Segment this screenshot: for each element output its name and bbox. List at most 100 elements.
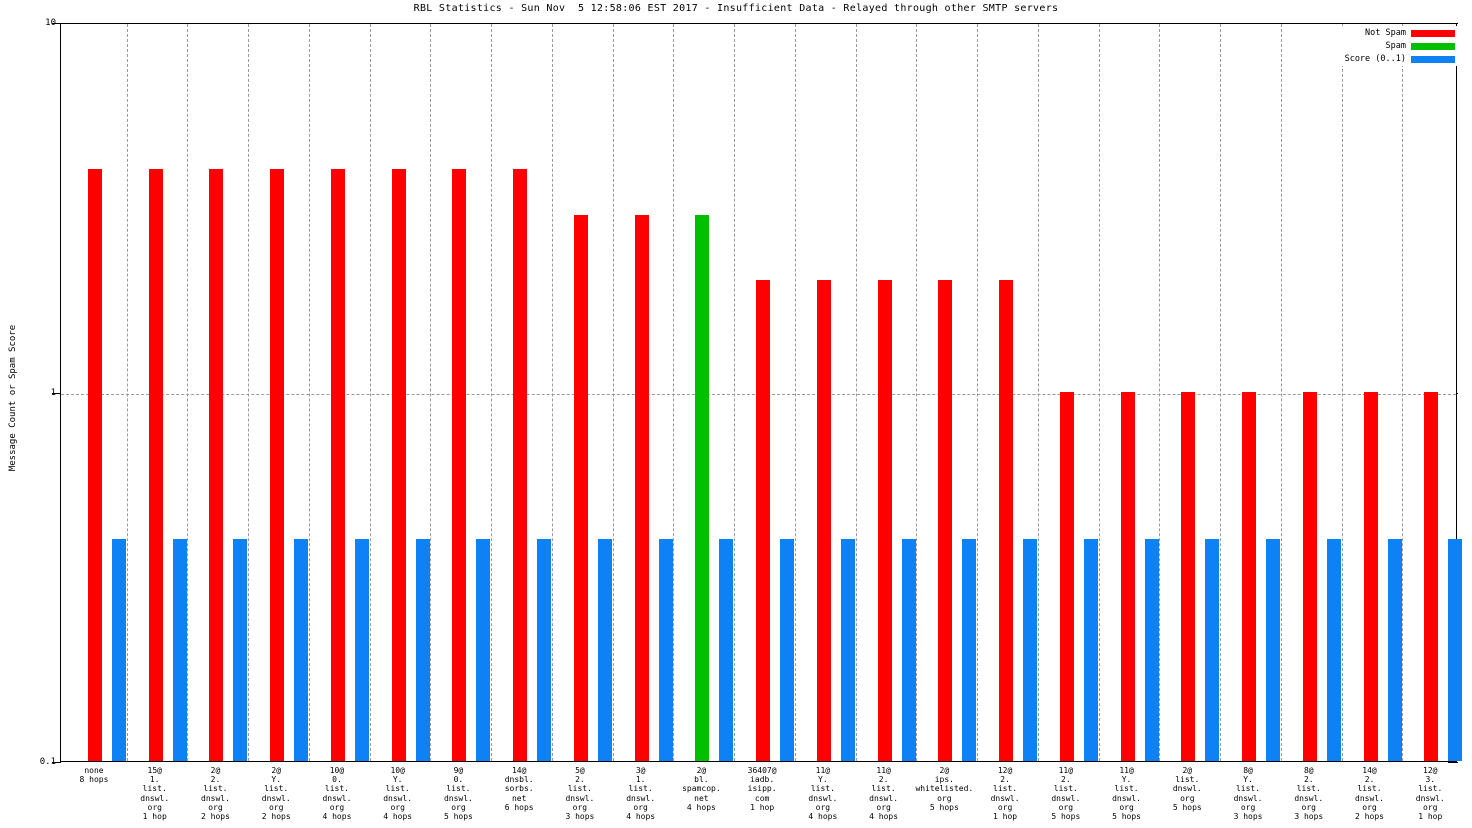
x-tick-label: 10@ 0. list. dnswl. org 4 hops bbox=[322, 766, 352, 822]
y-axis-title: Message Count or Spam Score bbox=[8, 324, 18, 472]
bar-not-spam bbox=[938, 280, 953, 761]
x-tick-label: 11@ Y. list. dnswl. org 5 hops bbox=[1112, 766, 1141, 822]
x-tick-label: none 8 hops bbox=[79, 766, 109, 785]
category-gridline bbox=[734, 24, 736, 761]
category-gridline bbox=[308, 24, 310, 761]
bar-not-spam bbox=[1120, 391, 1135, 761]
legend-item-score: Score (0..1) bbox=[1345, 54, 1455, 64]
x-tick-label: 2@ ips. whitelisted. org 5 hops bbox=[915, 766, 974, 812]
y-tick-major bbox=[52, 762, 61, 763]
legend-swatch-spam bbox=[1411, 42, 1455, 50]
x-tick-label: 11@ 2. list. dnswl. org 5 hops bbox=[1051, 766, 1081, 822]
bar-not-spam bbox=[1242, 391, 1257, 761]
bar-not-spam bbox=[877, 280, 892, 761]
x-tick-label: 14@ 2. list. dnswl. org 2 hops bbox=[1355, 766, 1384, 822]
x-tick-label: 12@ 3. list. dnswl. org 1 hop bbox=[1415, 766, 1445, 822]
bar-score bbox=[1023, 538, 1038, 761]
category-gridline bbox=[248, 24, 250, 761]
category-gridline bbox=[794, 24, 796, 761]
bar-score bbox=[1144, 538, 1159, 761]
bar-score bbox=[233, 538, 248, 761]
category-gridline bbox=[1280, 24, 1282, 761]
legend-label-not-spam: Not Spam bbox=[1365, 28, 1406, 38]
category-gridline bbox=[1098, 24, 1100, 761]
category-gridline bbox=[1402, 24, 1404, 761]
bar-spam bbox=[695, 215, 710, 761]
bar-score bbox=[597, 538, 612, 761]
y-tick-major-right bbox=[1448, 762, 1458, 763]
category-gridline bbox=[491, 24, 493, 761]
x-tick-label: 8@ Y. list. dnswl. org 3 hops bbox=[1233, 766, 1263, 822]
category-gridline bbox=[916, 24, 918, 761]
x-tick-label: 11@ 2. list. dnswl. org 4 hops bbox=[869, 766, 899, 822]
category-gridline bbox=[1220, 24, 1222, 761]
bar-score bbox=[1083, 538, 1098, 761]
bar-score bbox=[476, 538, 491, 761]
y-tick-label: 1 bbox=[50, 387, 56, 398]
category-gridline bbox=[126, 24, 128, 761]
bar-not-spam bbox=[634, 215, 649, 761]
bar-not-spam bbox=[1363, 391, 1378, 761]
category-gridline bbox=[612, 24, 614, 761]
x-tick-label: 2@ list. dnswl. org 5 hops bbox=[1172, 766, 1202, 812]
bar-score bbox=[901, 538, 916, 761]
legend-item-not-spam: Not Spam bbox=[1365, 28, 1455, 38]
x-tick-label: 5@ 2. list. dnswl. org 3 hops bbox=[565, 766, 595, 822]
bar-score bbox=[1266, 538, 1281, 761]
bar-not-spam bbox=[1059, 391, 1074, 761]
chart-title: RBL Statistics - Sun Nov 5 12:58:06 EST … bbox=[413, 3, 1059, 14]
bar-score bbox=[415, 538, 430, 761]
legend-swatch-not-spam bbox=[1411, 29, 1455, 37]
category-gridline bbox=[1159, 24, 1161, 761]
bar-not-spam bbox=[1181, 391, 1196, 761]
category-gridline bbox=[1037, 24, 1039, 761]
category-gridline bbox=[855, 24, 857, 761]
y-tick-major bbox=[52, 392, 61, 394]
category-gridline bbox=[977, 24, 979, 761]
y-tick-label: 0.1 bbox=[39, 757, 56, 767]
category-gridline bbox=[369, 24, 371, 761]
category-gridline bbox=[430, 24, 432, 761]
bar-not-spam bbox=[1424, 391, 1439, 761]
bar-score bbox=[354, 538, 369, 761]
legend-label-spam: Spam bbox=[1385, 41, 1406, 51]
legend-swatch-score bbox=[1411, 55, 1455, 63]
bar-not-spam bbox=[573, 215, 588, 761]
x-tick-label: 36407@ iadb. isipp. com 1 hop bbox=[747, 766, 777, 812]
bar-score bbox=[780, 538, 795, 761]
bar-not-spam bbox=[816, 280, 831, 761]
bar-score bbox=[658, 538, 673, 761]
bar-not-spam bbox=[513, 169, 528, 761]
bar-not-spam bbox=[330, 169, 345, 761]
bar-score bbox=[719, 538, 734, 761]
y-tick-major bbox=[52, 23, 61, 24]
category-gridline bbox=[673, 24, 675, 761]
y-tick-label: 10 bbox=[45, 18, 56, 28]
x-tick-label: 12@ 2. list. dnswl. org 1 hop bbox=[990, 766, 1020, 822]
bar-not-spam bbox=[209, 169, 224, 761]
bar-score bbox=[112, 538, 126, 761]
x-tick-label: 9@ 0. list. dnswl. org 5 hops bbox=[443, 766, 473, 822]
bar-not-spam bbox=[1302, 391, 1317, 761]
plot-inner bbox=[61, 24, 1463, 761]
category-gridline bbox=[187, 24, 189, 761]
x-tick-label: 2@ bl. spamcop. net 4 hops bbox=[682, 766, 721, 812]
bar-score bbox=[1448, 538, 1463, 761]
x-tick-label: 3@ 1. list. dnswl. org 4 hops bbox=[626, 766, 656, 822]
x-tick-label: 14@ dnsbl. sorbs. net 6 hops bbox=[504, 766, 534, 812]
category-gridline bbox=[1341, 24, 1343, 761]
bar-score bbox=[294, 538, 309, 761]
bar-not-spam bbox=[88, 169, 102, 761]
bar-not-spam bbox=[148, 169, 163, 761]
bar-not-spam bbox=[756, 280, 771, 761]
x-tick-label: 11@ Y. list. dnswl. org 4 hops bbox=[808, 766, 838, 822]
x-tick-label: 10@ Y. list. dnswl. org 4 hops bbox=[383, 766, 413, 822]
bar-not-spam bbox=[270, 169, 285, 761]
bar-not-spam bbox=[999, 280, 1014, 761]
bar-not-spam bbox=[391, 169, 406, 761]
x-tick-label: 2@ Y. list. dnswl. org 2 hops bbox=[261, 766, 291, 822]
bar-score bbox=[172, 538, 187, 761]
bar-score bbox=[537, 538, 552, 761]
bar-score bbox=[1205, 538, 1220, 761]
